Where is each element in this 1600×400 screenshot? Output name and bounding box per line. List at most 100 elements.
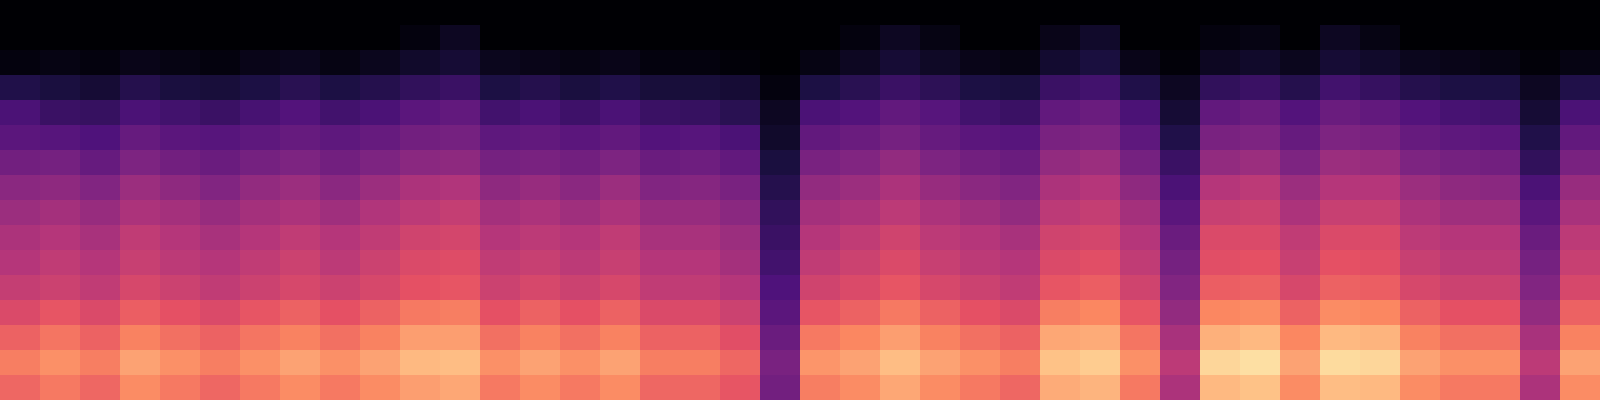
cell [280, 75, 321, 101]
cell [560, 0, 601, 26]
cell [640, 350, 681, 376]
cell [360, 250, 401, 276]
cell [960, 25, 1001, 51]
cell [800, 375, 841, 400]
cell [320, 75, 361, 101]
cell [760, 125, 801, 151]
cell [360, 25, 401, 51]
cell [1000, 225, 1041, 251]
cell [840, 350, 881, 376]
cell [1400, 250, 1441, 276]
cell [1440, 100, 1481, 126]
cell [200, 25, 241, 51]
cell [1160, 75, 1201, 101]
cell [1280, 175, 1321, 201]
cell [1040, 0, 1081, 26]
cell [320, 350, 361, 376]
cell [480, 375, 521, 400]
cell [880, 250, 921, 276]
cell [600, 100, 641, 126]
cell [360, 100, 401, 126]
cell [360, 350, 401, 376]
cell [600, 300, 641, 326]
cell [1160, 225, 1201, 251]
cell [1200, 225, 1241, 251]
cell [640, 225, 681, 251]
cell [320, 325, 361, 351]
cell [440, 375, 481, 400]
cell [1560, 75, 1600, 101]
cell [1520, 325, 1561, 351]
cell [400, 75, 441, 101]
cell [560, 225, 601, 251]
cell [640, 300, 681, 326]
cell [440, 200, 481, 226]
cell [680, 375, 721, 400]
cell [560, 350, 601, 376]
cell [680, 25, 721, 51]
cell [760, 250, 801, 276]
cell [680, 125, 721, 151]
cell [960, 300, 1001, 326]
cell [240, 125, 281, 151]
cell [960, 325, 1001, 351]
cell [800, 300, 841, 326]
cell [240, 0, 281, 26]
cell [1320, 175, 1361, 201]
cell [320, 25, 361, 51]
cell [880, 225, 921, 251]
cell [760, 350, 801, 376]
cell [1160, 125, 1201, 151]
cell [1400, 375, 1441, 400]
cell [1520, 50, 1561, 76]
cell [720, 275, 761, 301]
cell [400, 275, 441, 301]
cell [120, 300, 161, 326]
cell [720, 25, 761, 51]
cell [1560, 350, 1600, 376]
cell [1320, 100, 1361, 126]
cell [1040, 225, 1081, 251]
cell [40, 175, 81, 201]
cell [800, 325, 841, 351]
cell [840, 250, 881, 276]
cell [80, 50, 121, 76]
cell [200, 75, 241, 101]
cell [360, 300, 401, 326]
cell [600, 125, 641, 151]
cell [440, 125, 481, 151]
cell [120, 250, 161, 276]
cell [1360, 125, 1401, 151]
cell [680, 75, 721, 101]
cell [1120, 0, 1161, 26]
cell [760, 100, 801, 126]
cell [1400, 150, 1441, 176]
cell [760, 150, 801, 176]
cell [600, 75, 641, 101]
cell [1040, 175, 1081, 201]
cell [160, 0, 201, 26]
cell [1360, 175, 1401, 201]
cell [440, 25, 481, 51]
cell [1000, 0, 1041, 26]
cell [840, 200, 881, 226]
cell [1400, 75, 1441, 101]
cell [880, 175, 921, 201]
cell [1080, 350, 1121, 376]
cell [1480, 250, 1521, 276]
cell [120, 275, 161, 301]
cell [1000, 150, 1041, 176]
cell [1480, 125, 1521, 151]
cell [600, 250, 641, 276]
cell [600, 325, 641, 351]
cell [400, 125, 441, 151]
cell [1520, 150, 1561, 176]
cell [800, 275, 841, 301]
cell [600, 175, 641, 201]
cell [640, 50, 681, 76]
cell [1440, 375, 1481, 400]
cell [1360, 375, 1401, 400]
cell [1120, 100, 1161, 126]
cell [880, 125, 921, 151]
cell [520, 200, 561, 226]
